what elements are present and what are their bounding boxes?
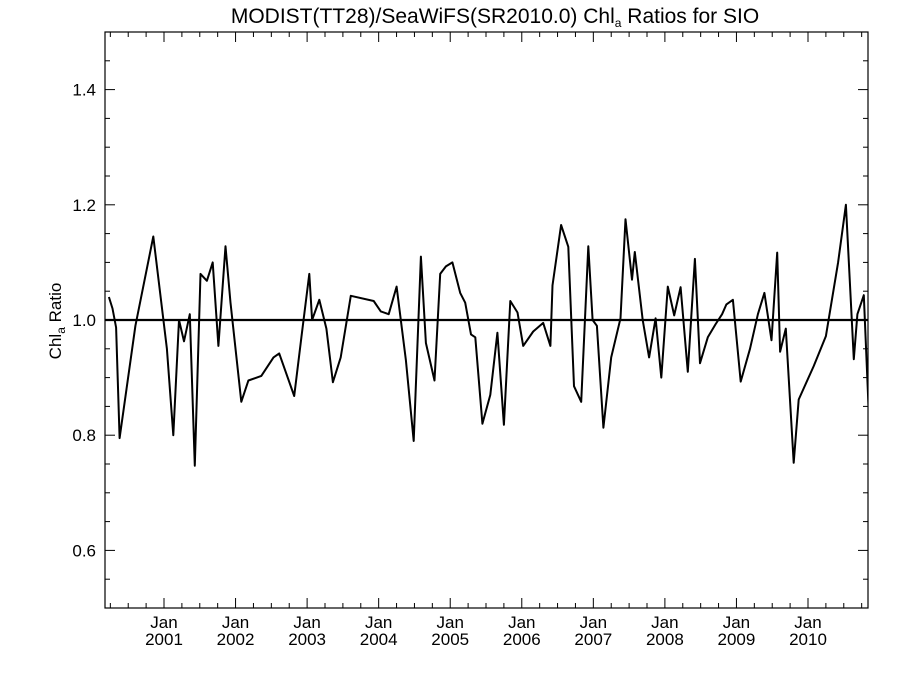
y-tick-label: 0.6	[72, 541, 96, 560]
x-tick-label-year: 2004	[360, 630, 398, 649]
x-tick-label-year: 2001	[145, 630, 183, 649]
x-tick-label-month: Jan	[651, 613, 678, 632]
y-tick-label: 1.4	[72, 81, 96, 100]
x-tick-label-month: Jan	[437, 613, 464, 632]
x-tick-label-month: Jan	[222, 613, 249, 632]
chart-title-suffix: Ratios for SIO	[621, 5, 760, 28]
x-tick-label-year: 2006	[503, 630, 541, 649]
chart-title-subscript: a	[614, 16, 622, 30]
y-tick-label: 0.8	[72, 426, 96, 445]
x-tick-label-year: 2007	[574, 630, 612, 649]
x-tick-label-month: Jan	[580, 613, 607, 632]
x-tick-label-year: 2002	[217, 630, 255, 649]
x-tick-label-year: 2009	[718, 630, 756, 649]
x-tick-label-month: Jan	[508, 613, 535, 632]
x-tick-label-year: 2003	[288, 630, 326, 649]
x-tick-label-month: Jan	[794, 613, 821, 632]
x-tick-label-year: 2005	[431, 630, 469, 649]
x-tick-label-year: 2010	[789, 630, 827, 649]
chart-title: MODIST(TT28)/SeaWiFS(SR2010.0) Chla Rati…	[0, 5, 900, 30]
x-tick-label-year: 2008	[646, 630, 684, 649]
chart-title-text: MODIST(TT28)/SeaWiFS(SR2010.0) Chl	[230, 5, 615, 28]
x-tick-label-month: Jan	[150, 613, 177, 632]
x-tick-label-month: Jan	[293, 613, 320, 632]
x-tick-label-month: Jan	[723, 613, 750, 632]
y-tick-label: 1.0	[72, 311, 96, 330]
x-tick-label-month: Jan	[365, 613, 392, 632]
y-tick-label: 1.2	[72, 196, 96, 215]
series-line	[107, 203, 868, 467]
